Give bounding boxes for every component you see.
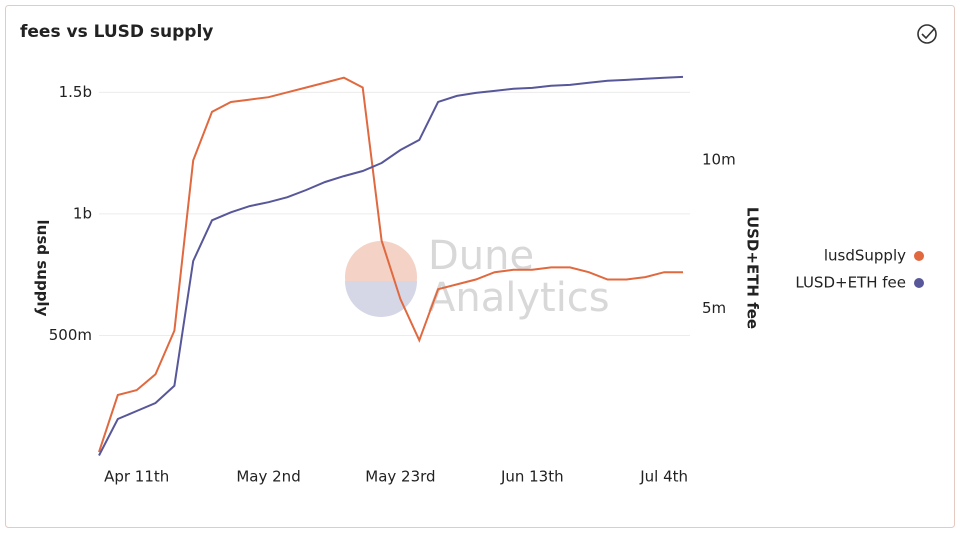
y-tick-label: 1.5b: [59, 83, 92, 101]
series-line: [98, 75, 684, 456]
x-tick-label: May 2nd: [236, 468, 300, 486]
legend-swatch: [914, 251, 924, 261]
watermark-text: Analytics: [428, 275, 610, 321]
check-icon[interactable]: [917, 24, 937, 44]
x-tick-label: Jul 4th: [639, 468, 688, 486]
card: [5, 5, 955, 528]
y-tick-label: 1b: [73, 204, 92, 222]
x-tick-label: Apr 11th: [104, 468, 169, 486]
chart-title: fees vs LUSD supply: [20, 22, 213, 42]
series-line: [98, 76, 683, 453]
y-axis-label: lusd supply: [34, 220, 52, 317]
legend-label: lusdSupply: [824, 247, 906, 265]
watermark-logo: [345, 281, 417, 317]
x-tick-label: May 23rd: [365, 468, 435, 486]
watermark-text: Dune: [428, 233, 534, 279]
y2-axis-label: LUSD+ETH fee: [744, 207, 762, 329]
legend-label: LUSD+ETH fee: [795, 274, 906, 292]
y2-tick-label: 5m: [702, 299, 726, 317]
legend-swatch: [914, 278, 924, 288]
y2-tick-label: 10m: [702, 151, 736, 169]
y-tick-label: 500m: [49, 326, 92, 344]
x-tick-label: Jun 13th: [500, 468, 564, 486]
